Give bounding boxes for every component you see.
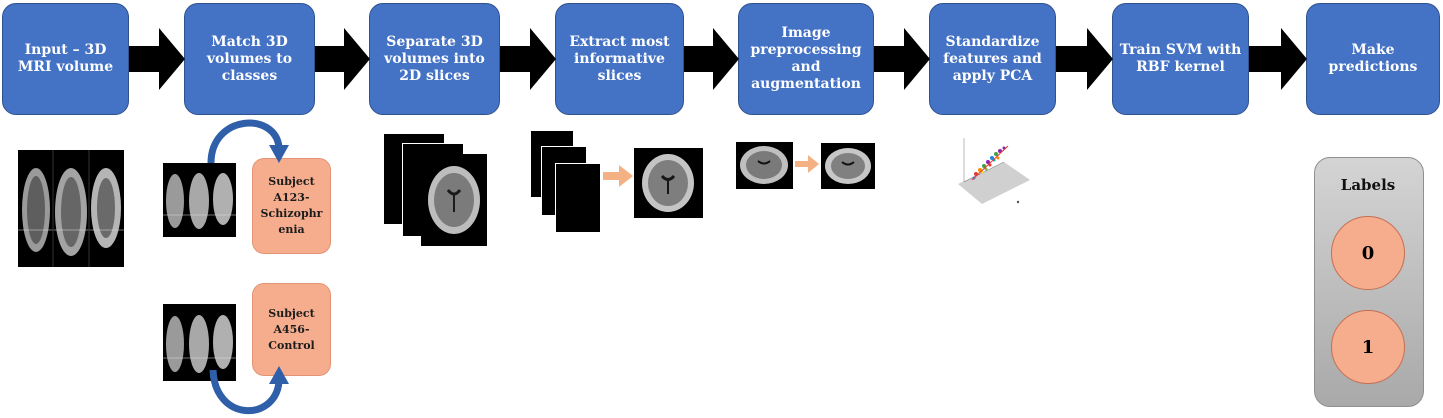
subject-a456-box: Subject A456- Control xyxy=(252,283,331,376)
preprocess-original-slice xyxy=(736,142,793,189)
subject-a123-mri xyxy=(163,163,236,237)
flow-arrow-5 xyxy=(874,28,930,90)
flow-arrow-2 xyxy=(315,28,370,90)
extracted-slice xyxy=(634,148,703,218)
extract-stack-front xyxy=(555,163,601,233)
step-separate-slices: Separate 3D volumes into 2D slices xyxy=(369,3,500,115)
preprocess-peach-arrow xyxy=(795,155,819,173)
step-pca: Standardize features and apply PCA xyxy=(929,3,1056,115)
step-match-volumes: Match 3D volumes to classes xyxy=(184,3,315,115)
flow-arrow-4 xyxy=(684,28,739,90)
match-curve-arrow-top xyxy=(207,119,289,164)
step-predictions: Make predictions xyxy=(1306,3,1440,115)
label-class-1: 1 xyxy=(1331,310,1405,384)
preprocess-augmented-slice xyxy=(821,143,875,189)
flow-arrow-6 xyxy=(1056,28,1113,90)
extract-peach-arrow xyxy=(603,165,633,187)
step-extract-slices: Extract most informative slices xyxy=(555,3,684,115)
pca-scatter-plot xyxy=(958,138,1030,204)
match-curve-arrow-bottom xyxy=(209,366,289,415)
label-class-0: 0 xyxy=(1331,216,1405,290)
mri-volume-montage xyxy=(18,150,124,267)
subject-a123-box: Subject A123- Schizophr enia xyxy=(252,158,331,254)
step-train-svm: Train SVM with RBF kernel xyxy=(1112,3,1249,115)
flow-arrow-3 xyxy=(500,28,556,90)
step-preprocessing: Image preprocessing and augmentation xyxy=(738,3,874,115)
flow-arrow-1 xyxy=(129,28,185,90)
flow-arrow-7 xyxy=(1249,28,1307,90)
subject-a456-mri xyxy=(163,304,236,381)
labels-title: Labels xyxy=(1340,176,1396,194)
labels-panel: Labels 0 1 xyxy=(1314,157,1424,407)
step-input-mri: Input – 3D MRI volume xyxy=(2,3,129,115)
slice-stack-front xyxy=(421,154,487,246)
